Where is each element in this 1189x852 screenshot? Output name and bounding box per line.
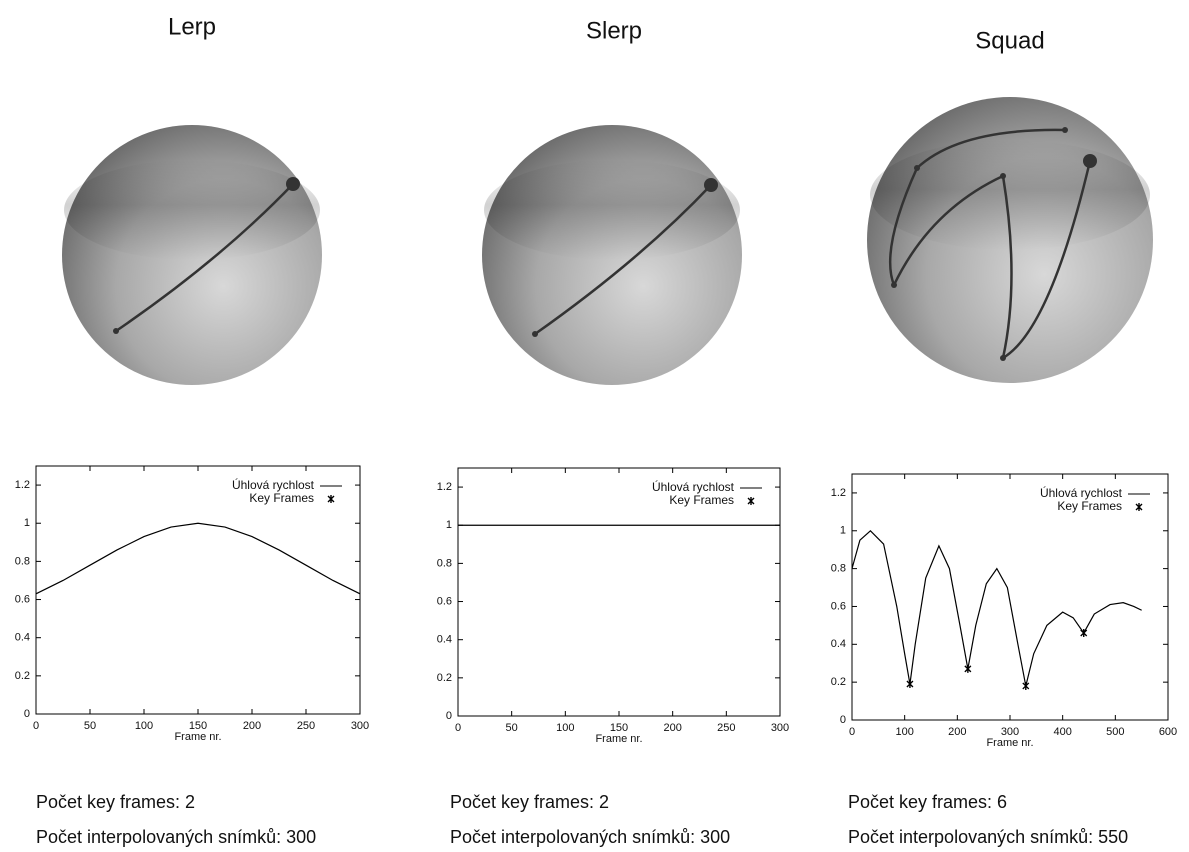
x-axis-label: Frame nr.: [986, 737, 1033, 749]
y-tick-label: 1.2: [831, 487, 846, 499]
key-frame: [906, 680, 914, 689]
x-tick-label: 300: [771, 722, 789, 734]
y-tick-label: 0.8: [15, 555, 30, 567]
legend-label: Key Frames: [669, 493, 734, 507]
chart-title: Squad: [975, 27, 1044, 54]
sphere-lerp: [62, 125, 322, 385]
caption: Počet key frames: 2: [36, 792, 195, 812]
legend-label: Úhlová rychlost: [1040, 485, 1123, 500]
caption: Počet interpolovaných snímků: 300: [450, 827, 730, 847]
y-tick-label: 1: [24, 517, 30, 529]
sphere-squad: [867, 97, 1153, 383]
legend-label: Key Frames: [1057, 499, 1122, 513]
x-tick-label: 200: [948, 726, 966, 738]
y-tick-label: 1: [446, 519, 452, 531]
y-tick-label: 0.4: [831, 638, 846, 650]
x-tick-label: 250: [717, 722, 735, 734]
y-tick-label: 0.4: [15, 632, 30, 644]
x-tick-label: 600: [1159, 726, 1177, 738]
y-tick-label: 1.2: [437, 481, 452, 493]
y-tick-label: 1.2: [15, 479, 30, 491]
legend-marker: [327, 495, 335, 503]
sphere-slerp: [482, 125, 742, 385]
chart-title: Slerp: [586, 17, 642, 44]
chart-title: Lerp: [168, 13, 216, 40]
y-tick-label: 0: [446, 710, 452, 722]
y-tick-label: 0.2: [831, 676, 846, 688]
x-axis-label: Frame nr.: [595, 733, 642, 745]
x-tick-label: 150: [189, 720, 207, 732]
y-tick-label: 0.6: [437, 595, 452, 607]
x-tick-label: 50: [506, 722, 518, 734]
legend-label: Key Frames: [249, 491, 314, 505]
y-tick-label: 0.2: [15, 670, 30, 682]
speed-line: [851, 529, 1142, 687]
x-tick-label: 300: [351, 720, 369, 732]
x-tick-label: 150: [610, 722, 628, 734]
x-tick-label: 250: [297, 720, 315, 732]
y-tick-label: 0.8: [437, 557, 452, 569]
x-tick-label: 500: [1106, 726, 1124, 738]
x-tick-label: 100: [135, 720, 153, 732]
y-tick-label: 0.8: [831, 563, 846, 575]
caption: Počet key frames: 2: [450, 792, 609, 812]
key-frame: [1080, 628, 1088, 637]
caption: Počet interpolovaných snímků: 300: [36, 827, 316, 847]
x-tick-label: 300: [1001, 726, 1019, 738]
y-tick-label: 0.6: [15, 593, 30, 605]
caption: Počet key frames: 6: [848, 792, 1007, 812]
y-tick-label: 0.4: [437, 634, 452, 646]
y-tick-label: 0.2: [437, 672, 452, 684]
x-tick-label: 0: [849, 726, 855, 738]
x-tick-label: 0: [455, 722, 461, 734]
y-tick-label: 0: [24, 708, 30, 720]
key-frame: [1022, 681, 1030, 690]
key-frame: [964, 664, 972, 673]
y-tick-label: 1: [840, 525, 846, 537]
x-tick-label: 200: [663, 722, 681, 734]
x-tick-label: 100: [556, 722, 574, 734]
x-tick-label: 200: [243, 720, 261, 732]
caption: Počet interpolovaných snímků: 550: [848, 827, 1128, 847]
x-tick-label: 50: [84, 720, 96, 732]
x-axis-label: Frame nr.: [174, 731, 221, 743]
x-tick-label: 0: [33, 720, 39, 732]
legend-label: Úhlová rychlost: [232, 477, 315, 492]
y-tick-label: 0: [840, 714, 846, 726]
x-tick-label: 400: [1053, 726, 1071, 738]
legend-label: Úhlová rychlost: [652, 479, 735, 494]
speed-line: [35, 522, 361, 595]
legend-marker: [747, 497, 755, 505]
legend-marker: [1135, 503, 1143, 511]
y-tick-label: 0.6: [831, 600, 846, 612]
x-tick-label: 100: [895, 726, 913, 738]
